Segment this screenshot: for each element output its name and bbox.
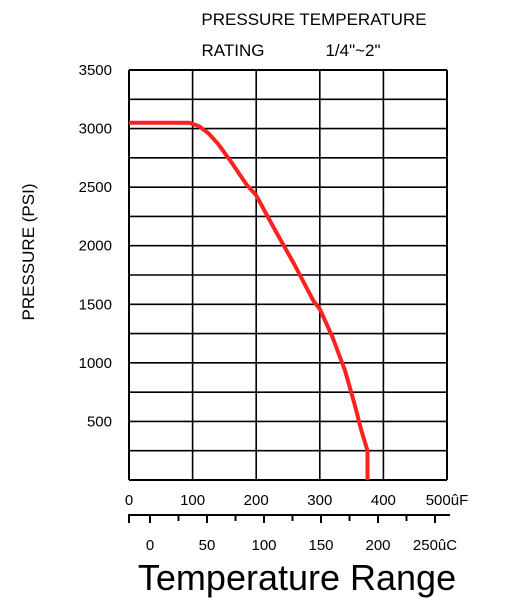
y-tick-label: 500 [87,413,112,430]
y-axis-label: PRESSURE (PSI) [19,184,38,321]
y-tick-label: 2000 [79,238,112,255]
c-tick-label: 50 [199,537,216,554]
f-tick-label: 500ûF [426,492,469,509]
c-tick-label: 0 [146,537,154,554]
y-tick-label: 1000 [79,355,112,372]
y-tick-label: 3500 [79,62,112,79]
f-tick-label: 200 [244,492,269,509]
chart-title-rating: RATING [202,41,265,60]
chart-title: PRESSURE TEMPERATURE RATING 1/4"~2" [201,10,426,60]
x-axis-label: Temperature Range [138,557,456,598]
pressure-curve [129,120,370,480]
c-tick-label: 100 [251,537,276,554]
plot-grid [128,69,448,481]
y-tick-label: 3000 [79,121,112,138]
y-tick-label: 2500 [79,179,112,196]
celsius-axis: 0 50 100 150 200 250ûC [128,514,457,554]
chart-title-line1: PRESSURE TEMPERATURE [201,10,426,29]
y-tick-label: 1500 [79,296,112,313]
f-tick-label: 400 [371,492,396,509]
series-line [129,120,370,480]
f-tick-label: 0 [125,492,133,509]
y-tick-labels: 500 1000 1500 2000 2500 3000 3500 [79,62,112,430]
chart-title-size: 1/4"~2" [325,41,380,60]
f-tick-label: 100 [180,492,205,509]
c-tick-label: 150 [308,537,333,554]
fahrenheit-axis: 0 100 200 300 400 500ûF [125,492,468,509]
c-tick-label: 250ûC [413,537,457,554]
c-tick-label: 200 [365,537,390,554]
f-tick-label: 300 [307,492,332,509]
